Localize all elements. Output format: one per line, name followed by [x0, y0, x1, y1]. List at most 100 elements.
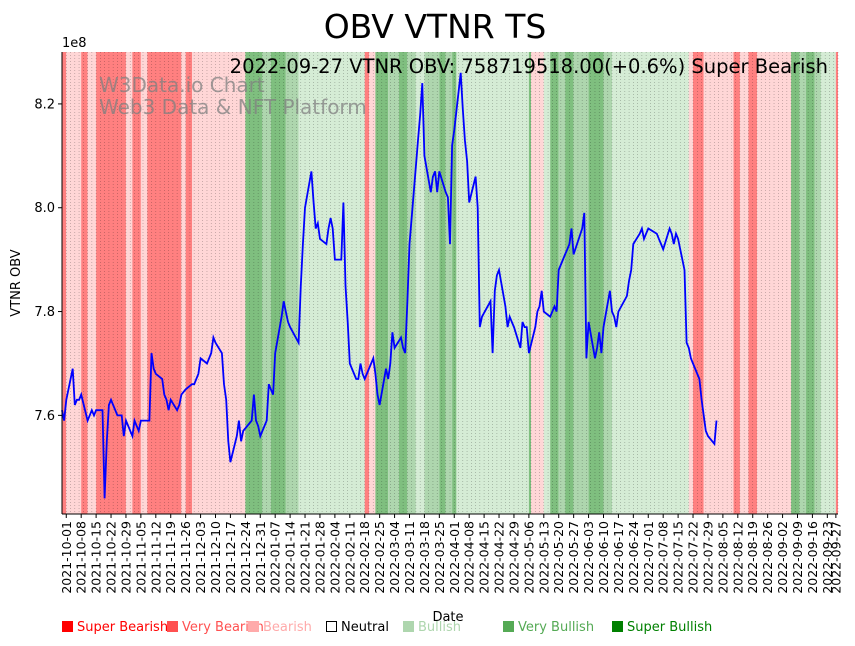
- x-tick-label: 2022-09-27: [828, 521, 843, 594]
- y-tick-label: 7.8: [34, 305, 55, 320]
- legend-item: Very Bearish: [167, 620, 264, 635]
- x-tick-label: 2022-05-06: [521, 521, 536, 594]
- region-bullish: [814, 52, 821, 514]
- x-tick-label: 2022-07-15: [671, 521, 686, 594]
- legend-item: Bearish: [248, 620, 312, 635]
- region-bearish: [66, 52, 82, 514]
- obv-series-line: [61, 72, 718, 499]
- region-very-bearish: [733, 52, 740, 514]
- x-tick-label: 2022-01-28: [313, 521, 328, 594]
- y-tick-label: 8.2: [34, 97, 55, 112]
- axes: [61, 52, 838, 515]
- x-tick-label: 2022-07-22: [686, 521, 701, 594]
- x-tick-label: 2022-05-20: [551, 521, 566, 594]
- region-bullish-light: [543, 52, 551, 514]
- region-bearish: [688, 52, 694, 514]
- x-tick-label: 2022-08-19: [745, 521, 760, 594]
- x-tick-label: 2022-04-29: [507, 521, 522, 594]
- region-very-bearish: [835, 52, 838, 514]
- region-very-bearish: [81, 52, 88, 514]
- region-very-bearish: [147, 52, 182, 514]
- region-bearish: [739, 52, 749, 514]
- region-bearish: [531, 52, 538, 514]
- x-tick-label: 2022-02-11: [342, 521, 357, 594]
- x-tick-label: 2022-04-15: [477, 521, 492, 594]
- legend-item: Super Bearish: [62, 620, 168, 635]
- x-tick-label: 2021-10-29: [119, 521, 134, 594]
- region-very-bullish: [439, 52, 446, 514]
- legend-swatch: [403, 621, 414, 632]
- region-bullish: [388, 52, 399, 514]
- legend-label: Neutral: [341, 620, 389, 635]
- x-tick-label: 2022-02-25: [372, 521, 387, 594]
- region-bearish: [368, 52, 376, 514]
- legend-item: Very Bullish: [503, 620, 594, 635]
- x-axis-ticks: 2021-10-01 2021-10-08 2021-10-15 2021-10-22…: [59, 514, 843, 594]
- x-tick-label: 2022-07-08: [656, 521, 671, 594]
- sentiment-regions: [62, 52, 838, 514]
- region-bullish: [558, 52, 566, 514]
- region-very-bullish: [398, 52, 408, 514]
- x-tick-label: 2021-10-15: [89, 521, 104, 594]
- x-tick-label: 2021-11-26: [178, 521, 193, 594]
- region-bullish-light: [415, 52, 425, 514]
- region-bullish-light: [820, 52, 836, 514]
- sentiment-legend: Super Bearish Very Bearish Bearish Neutral B…: [62, 620, 852, 640]
- legend-label: Very Bullish: [518, 620, 595, 635]
- x-tick-label: 2021-12-31: [253, 521, 268, 594]
- region-bullish: [445, 52, 453, 514]
- x-tick-label: 2022-01-07: [268, 521, 283, 594]
- x-tick-label: 2022-03-04: [387, 521, 402, 594]
- x-tick-label: 2022-08-12: [730, 521, 745, 594]
- x-tick-label: 2022-06-17: [611, 521, 626, 594]
- region-very-bullish: [806, 52, 815, 514]
- x-tick-label: 2021-12-24: [238, 521, 253, 594]
- legend-label: Super Bearish: [77, 620, 169, 635]
- y-axis-label: VTNR OBV: [9, 249, 24, 316]
- region-very-bearish: [748, 52, 757, 514]
- legend-item: Super Bullish: [612, 620, 712, 635]
- x-tick-label: 2021-11-19: [163, 521, 178, 594]
- region-very-bullish: [452, 52, 457, 514]
- x-tick-label: 2022-04-22: [492, 521, 507, 594]
- region-bearish: [140, 52, 148, 514]
- x-tick-label: 2022-08-05: [715, 521, 730, 594]
- region-very-bearish: [185, 52, 193, 514]
- x-tick-label: 2022-07-29: [701, 521, 716, 594]
- x-tick-label: 2022-05-13: [536, 521, 551, 594]
- x-tick-label: 2022-03-25: [432, 521, 447, 594]
- legend-label: Super Bullish: [627, 620, 713, 635]
- x-tick-label: 2021-10-08: [74, 521, 89, 594]
- y-axis-ticks: 7.6 7.8 8.0 8.2: [34, 97, 62, 424]
- region-very-bearish: [62, 52, 67, 514]
- region-bullish-light: [456, 52, 529, 514]
- region-bearish: [87, 52, 97, 514]
- y-tick-label: 7.6: [34, 409, 55, 424]
- x-tick-label: 2022-03-18: [417, 521, 432, 594]
- region-bullish-light: [612, 52, 689, 514]
- legend-label: Bearish: [263, 620, 312, 635]
- watermark-line-2: Web3 Data & NFT Platform: [99, 95, 367, 119]
- x-tick-label: 2022-06-03: [581, 521, 596, 594]
- x-tick-label: 2022-05-27: [566, 521, 581, 594]
- x-tick-label: 2021-10-01: [59, 521, 74, 594]
- legend-swatch: [248, 621, 259, 632]
- x-tick-label: 2022-02-18: [357, 521, 372, 594]
- watermark: W3Data.io Chart Web3 Data & NFT Platform: [99, 73, 367, 119]
- region-very-bullish: [245, 52, 263, 514]
- chart-title: OBV VTNR TS: [324, 7, 547, 46]
- x-tick-label: 2022-03-11: [402, 521, 417, 594]
- x-tick-label: 2021-12-03: [193, 521, 208, 594]
- legend-item: Bullish: [403, 620, 461, 635]
- region-bearish: [537, 52, 544, 514]
- region-bullish: [799, 52, 807, 514]
- legend-swatch: [62, 621, 73, 632]
- region-bullish: [407, 52, 416, 514]
- x-tick-label: 2022-04-08: [462, 521, 477, 594]
- region-very-bullish: [791, 52, 800, 514]
- region-very-bullish: [528, 52, 532, 514]
- region-bearish: [181, 52, 186, 514]
- x-tick-label: 2021-11-05: [133, 521, 148, 594]
- x-tick-label: 2022-06-10: [596, 521, 611, 594]
